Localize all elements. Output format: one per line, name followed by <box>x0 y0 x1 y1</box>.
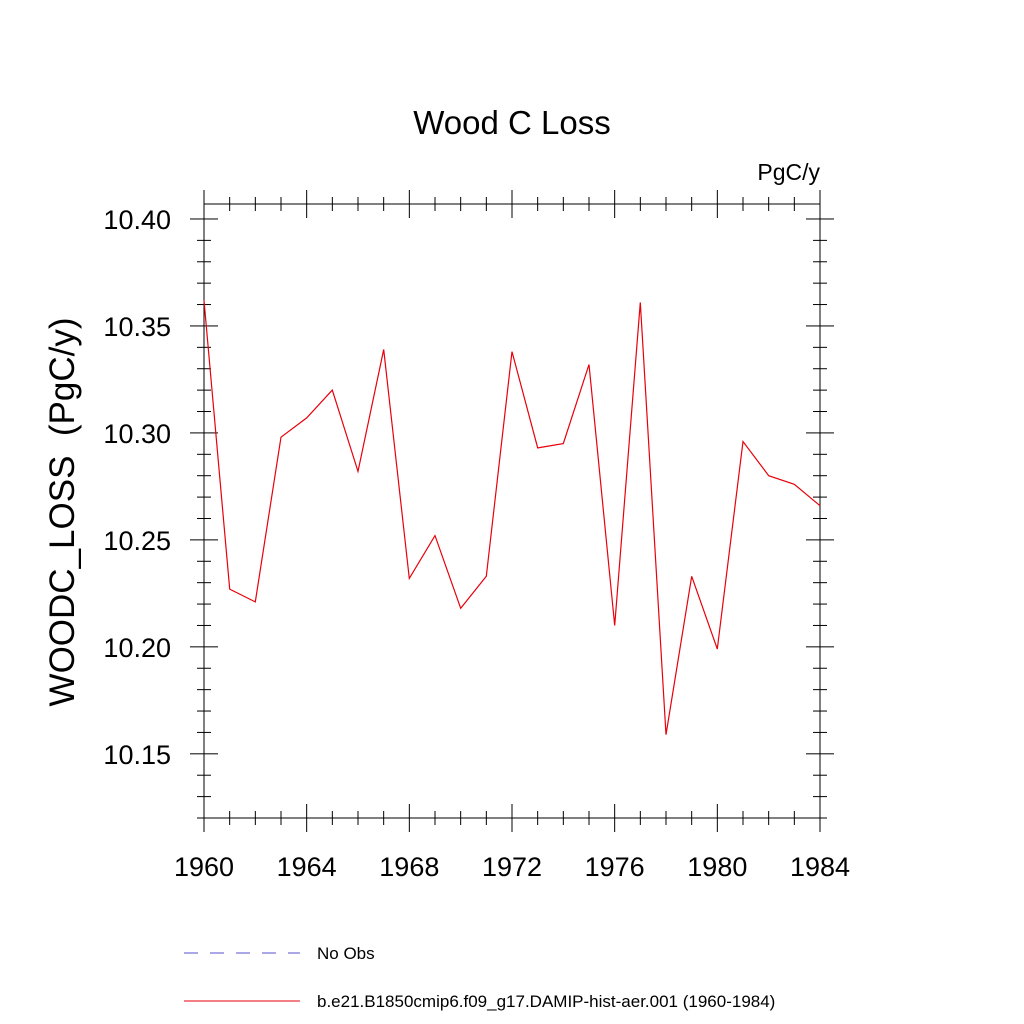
y-tick-label: 10.35 <box>103 312 171 342</box>
series-layer <box>203 300 821 735</box>
legend-label-model: b.e21.B1850cmip6.f09_g17.DAMIP-hist-aer.… <box>317 992 775 1011</box>
x-tick-label: 1972 <box>482 852 542 882</box>
x-tick-label: 1968 <box>379 852 439 882</box>
y-tick-labels: 10.15 10.20 10.25 10.30 10.35 10.40 <box>103 205 171 770</box>
x-tick-label: 1984 <box>790 852 850 882</box>
plot-frame <box>203 203 821 819</box>
x-tick-label: 1976 <box>585 852 645 882</box>
units-label: PgC/y <box>757 159 820 185</box>
y-tick-label: 10.20 <box>103 633 171 663</box>
y-tick-label: 10.25 <box>103 526 171 556</box>
x-tick-label: 1980 <box>687 852 747 882</box>
series-line-0 <box>203 300 821 735</box>
y-tick-label: 10.30 <box>103 419 171 449</box>
y-axis-label: WOODC_LOSS (PgC/y) <box>43 318 82 707</box>
y-tick-label: 10.15 <box>103 740 171 770</box>
legend: No Obs b.e21.B1850cmip6.f09_g17.DAMIP-hi… <box>184 944 775 1011</box>
axis-ticks <box>190 190 834 832</box>
y-tick-label: 10.40 <box>103 205 171 235</box>
legend-label-no-obs: No Obs <box>317 944 375 963</box>
x-tick-labels: 1960 1964 1968 1972 1976 1980 1984 <box>174 852 850 882</box>
x-tick-label: 1964 <box>277 852 337 882</box>
x-tick-label: 1960 <box>174 852 234 882</box>
chart-title: Wood C Loss <box>413 104 610 141</box>
